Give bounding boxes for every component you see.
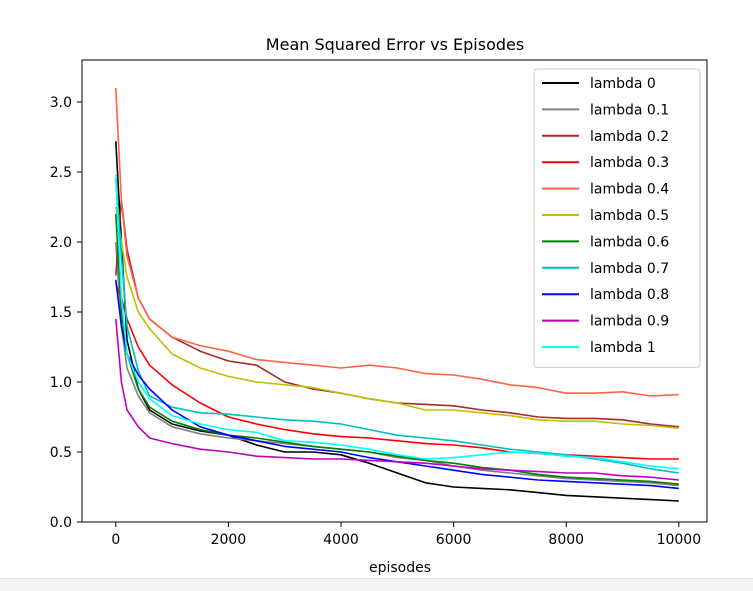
x-tick-label: 4000 <box>323 532 359 548</box>
series-line-5 <box>115 206 679 429</box>
series-line-8 <box>115 279 679 490</box>
series-line-6 <box>115 213 679 485</box>
series-line-7 <box>115 178 679 474</box>
legend-label: lambda 1 <box>590 340 656 356</box>
y-tick-label: 2.5 <box>50 165 72 181</box>
legend-label: lambda 0.8 <box>590 287 669 303</box>
y-tick-label: 0.0 <box>50 515 72 531</box>
legend-label: lambda 0.2 <box>590 129 669 145</box>
legend: lambda 0 lambda 0.1 lambda 0.2 lambda 0.3 la… <box>533 68 701 368</box>
legend-label: lambda 0.1 <box>590 102 669 118</box>
plot-area: 0 2000 4000 6000 8000 10000 0.0 0.5 1.0 1.5 2.0 2.5… <box>50 59 708 548</box>
legend-label: lambda 0.9 <box>590 314 669 330</box>
chart-title: Mean Squared Error vs Episodes <box>266 35 524 54</box>
y-tick-label: 1.5 <box>50 305 72 321</box>
x-tick-label: 6000 <box>436 532 472 548</box>
y-tick-label: 0.5 <box>50 445 72 461</box>
legend-label: lambda 0.5 <box>590 208 669 224</box>
axes-frame <box>81 59 708 523</box>
legend-label: lambda 0.7 <box>590 261 669 277</box>
legend-box <box>533 68 701 368</box>
x-tick-label: 8000 <box>548 532 584 548</box>
x-tick-label: 10000 <box>657 532 702 548</box>
series-line-9 <box>115 318 679 481</box>
y-tick-label: 3.0 <box>50 95 72 111</box>
legend-label: lambda 0.4 <box>590 182 669 198</box>
legend-label: lambda 0 <box>590 76 656 92</box>
legend-label: lambda 0.3 <box>590 155 669 171</box>
y-tick-label: 2.0 <box>50 235 72 251</box>
y-tick-label: 1.0 <box>50 375 72 391</box>
x-tick-label: 0 <box>111 532 120 548</box>
bottom-strip <box>0 578 753 591</box>
chart-svg: Mean Squared Error vs Episodes 0 2000 4000… <box>50 35 708 576</box>
legend-label: lambda 0.6 <box>590 234 669 250</box>
x-tick-label: 2000 <box>211 532 247 548</box>
series-line-4 <box>115 87 679 397</box>
series-line-10 <box>115 174 679 470</box>
x-axis-label: episodes <box>369 560 431 576</box>
